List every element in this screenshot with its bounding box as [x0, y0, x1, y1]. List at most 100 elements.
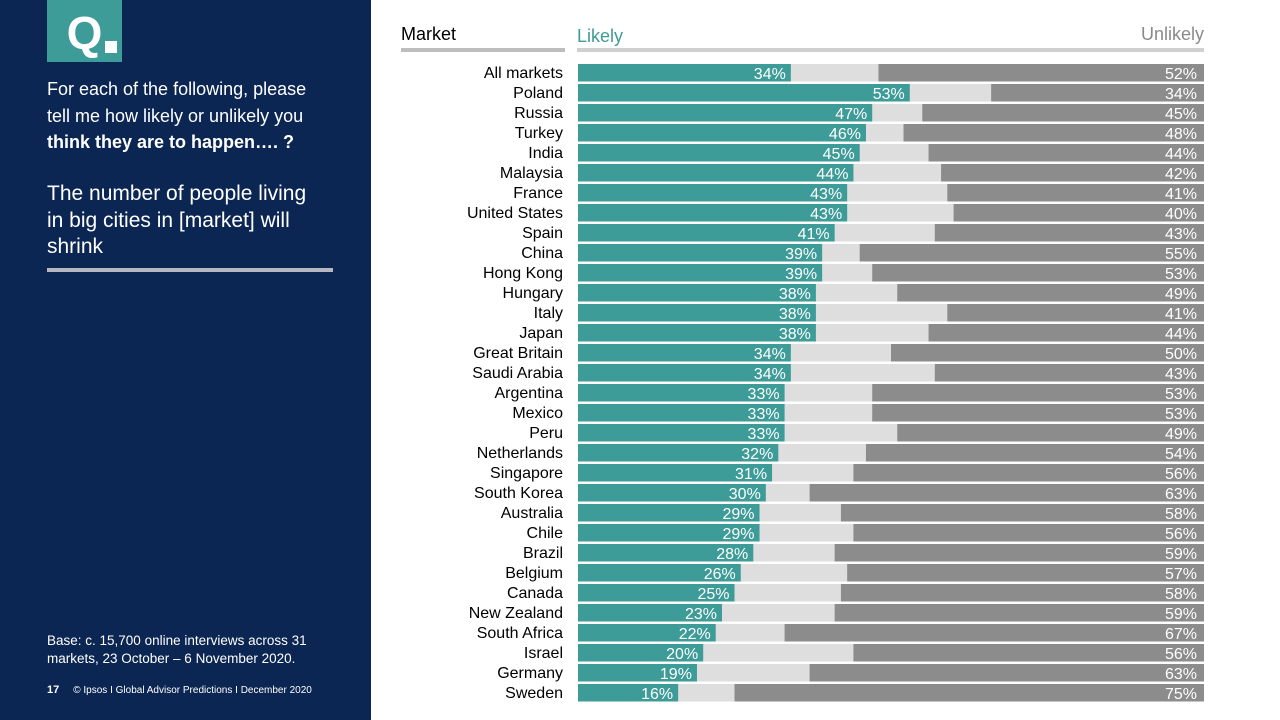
divider-rule [47, 268, 333, 272]
likely-value-label: 29% [723, 506, 755, 523]
bar-unlikely [853, 524, 1204, 542]
unlikely-value-label: 56% [1165, 466, 1197, 483]
likely-value-label: 34% [754, 66, 786, 83]
likely-value-label: 38% [779, 326, 811, 343]
category-label: Russia [514, 105, 563, 122]
market-header: Market [401, 24, 457, 44]
category-label: South Korea [474, 485, 563, 502]
category-label: Israel [524, 645, 563, 662]
category-label: All markets [484, 65, 563, 82]
bar-likely [578, 204, 848, 222]
unlikely-value-label: 43% [1165, 226, 1197, 243]
unlikely-value-label: 44% [1165, 326, 1197, 343]
likely-value-label: 39% [785, 266, 817, 283]
bar-unlikely [834, 544, 1204, 562]
category-label: Belgium [505, 565, 563, 582]
q-dot [105, 41, 117, 53]
bar-unlikely [865, 444, 1204, 462]
bar-unlikely [809, 484, 1204, 502]
bar-unlikely [784, 624, 1204, 642]
likely-value-label: 39% [785, 246, 817, 263]
category-label: Canada [507, 585, 563, 602]
bar-likely [578, 684, 679, 702]
unlikely-value-label: 43% [1165, 366, 1197, 383]
category-label: Brazil [523, 545, 563, 562]
bar-unlikely [891, 344, 1204, 362]
likely-value-label: 33% [748, 426, 780, 443]
likely-value-label: 53% [873, 86, 905, 103]
likely-value-label: 22% [679, 626, 711, 643]
question-line-1: For each of the following, please [47, 79, 307, 99]
bar-likely [578, 504, 760, 522]
bar-unlikely [840, 504, 1204, 522]
bar-likely [578, 64, 791, 82]
unlikely-value-label: 52% [1165, 66, 1197, 83]
unlikely-value-label: 40% [1165, 206, 1197, 223]
footer: 17 © Ipsos I Global Advisor Predictions I… [47, 684, 312, 696]
unlikely-value-label: 59% [1165, 546, 1197, 563]
bar-unlikely [928, 324, 1204, 342]
category-label: China [521, 245, 563, 262]
likely-value-label: 34% [754, 366, 786, 383]
unlikely-value-label: 48% [1165, 126, 1197, 143]
bar-unlikely [840, 584, 1204, 602]
bar-likely [578, 364, 791, 382]
category-label: Netherlands [477, 445, 563, 462]
bar-likely [578, 624, 716, 642]
bar-unlikely [847, 564, 1204, 582]
unlikely-value-label: 57% [1165, 566, 1197, 583]
likely-value-label: 29% [723, 526, 755, 543]
bar-likely [578, 104, 873, 122]
base-line-1: Base: c. 15,700 online interviews across… [47, 633, 307, 648]
category-label: Germany [497, 665, 563, 682]
bar-likely [578, 524, 760, 542]
bar-likely [578, 464, 773, 482]
likely-value-label: 33% [748, 386, 780, 403]
unlikely-value-label: 45% [1165, 106, 1197, 123]
bar-likely [578, 304, 816, 322]
unlikely-value-label: 41% [1165, 306, 1197, 323]
likely-value-label: 20% [666, 646, 698, 663]
unlikely-value-label: 58% [1165, 586, 1197, 603]
bar-unlikely [941, 164, 1204, 182]
bar-likely [578, 224, 835, 242]
unlikely-value-label: 75% [1165, 686, 1197, 703]
unlikely-value-label: 49% [1165, 286, 1197, 303]
likely-value-label: 38% [779, 286, 811, 303]
bar-unlikely [947, 184, 1204, 202]
unlikely-value-label: 55% [1165, 246, 1197, 263]
bar-unlikely [947, 304, 1204, 322]
chart-header-underline [577, 48, 1204, 52]
bar-unlikely [734, 684, 1204, 702]
bar-unlikely [878, 64, 1204, 82]
base-note: Base: c. 15,700 online interviews across… [47, 632, 357, 668]
unlikely-value-label: 63% [1165, 486, 1197, 503]
category-label: Chile [527, 525, 564, 542]
likely-value-label: 23% [685, 606, 717, 623]
question-bold: think they are to happen…. ? [47, 132, 295, 152]
likely-value-label: 34% [754, 346, 786, 363]
statement-line-1: The number of people living [47, 182, 307, 205]
likely-value-label: 28% [716, 546, 748, 563]
unlikely-value-label: 42% [1165, 166, 1197, 183]
category-label: Mexico [512, 405, 563, 422]
category-label: Spain [522, 225, 563, 242]
bar-unlikely [853, 464, 1204, 482]
unlikely-header: Unlikely [1140, 24, 1204, 44]
statement-line-2: in big cities in [market] will [47, 208, 290, 232]
category-label: Singapore [490, 465, 563, 482]
likely-value-label: 25% [697, 586, 729, 603]
bar-likely [578, 344, 791, 362]
category-label: Italy [534, 305, 563, 322]
bar-likely [578, 564, 741, 582]
base-line-2: markets, 23 October – 6 November 2020. [47, 651, 296, 666]
bar-likely [578, 404, 785, 422]
category-label: Hong Kong [483, 265, 563, 282]
question-text: For each of the following, please tell m… [47, 76, 347, 156]
likely-value-label: 41% [798, 226, 830, 243]
bar-likely [578, 124, 866, 142]
category-label: India [528, 145, 563, 162]
unlikely-value-label: 53% [1165, 266, 1197, 283]
bar-unlikely [897, 424, 1204, 442]
